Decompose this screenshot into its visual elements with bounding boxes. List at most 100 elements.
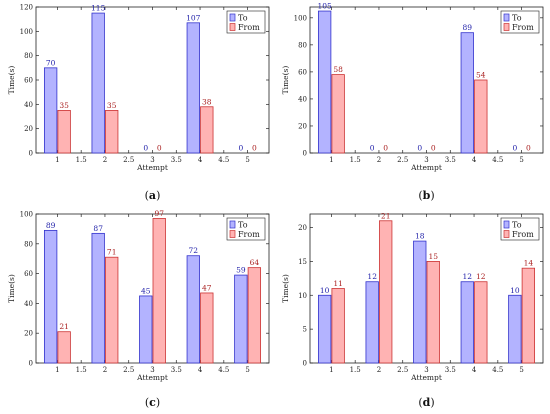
- data-label-to-1: 10: [320, 286, 330, 295]
- data-label-from-3: 0: [431, 144, 436, 153]
- x-tick-label: 2.5: [123, 156, 134, 164]
- data-label-to-2: 12: [367, 272, 377, 281]
- bar-to-5: [234, 274, 248, 364]
- bar-from-3: [152, 218, 166, 364]
- bar-to-4: [460, 281, 474, 364]
- x-tick-label: 3: [150, 156, 154, 164]
- x-tick-label: 2: [377, 156, 381, 164]
- y-axis-label: Time(s): [7, 66, 16, 95]
- data-label-from-5: 0: [526, 144, 531, 153]
- y-tick-label: 10: [298, 292, 307, 300]
- legend-swatch-from: [229, 230, 236, 238]
- bar-from-2: [379, 220, 393, 364]
- x-tick-label: 3.5: [445, 366, 456, 374]
- x-tick-label: 4: [472, 366, 477, 374]
- x-tick-label: 1.5: [76, 366, 87, 374]
- data-label-to-2: 0: [370, 144, 375, 153]
- panel-caption: (c): [145, 396, 160, 409]
- data-label-to-3: 18: [415, 232, 425, 241]
- data-label-to-5: 59: [236, 266, 246, 275]
- x-tick-label: 5: [519, 156, 523, 164]
- bar-to-1: [317, 10, 332, 154]
- y-tick-label: 0: [303, 360, 307, 368]
- panel-caption: (b): [418, 189, 434, 202]
- data-label-to-2: 115: [91, 4, 106, 13]
- y-tick-label: 60: [24, 270, 33, 278]
- data-label-from-2: 0: [383, 144, 388, 153]
- legend-swatch-from: [503, 230, 510, 238]
- x-tick-label: 4.5: [492, 366, 503, 374]
- panel-caption: (d): [418, 396, 434, 409]
- x-tick-label: 4: [472, 156, 477, 164]
- data-label-to-4: 12: [463, 272, 473, 281]
- bar-to-1: [43, 67, 58, 154]
- data-label-from-5: 14: [524, 259, 534, 268]
- x-tick-label: 2.5: [123, 366, 134, 374]
- legend-label-from: From: [238, 23, 260, 32]
- y-tick-label: 80: [24, 240, 33, 248]
- data-label-to-4: 107: [186, 13, 201, 22]
- data-label-to-4: 89: [463, 23, 473, 32]
- y-tick-label: 40: [24, 101, 33, 109]
- bar-to-1: [43, 229, 58, 364]
- bar-from-4: [200, 106, 214, 154]
- data-label-from-1: 35: [59, 101, 69, 110]
- data-label-to-5: 10: [510, 286, 520, 295]
- legend-box: [500, 10, 540, 34]
- data-label-from-1: 58: [333, 65, 343, 74]
- legend-label-from: From: [512, 230, 534, 239]
- legend-swatch-to: [229, 13, 236, 22]
- bar-to-4: [186, 22, 200, 154]
- x-tick-label: 1.5: [350, 366, 361, 374]
- legend-swatch-to: [503, 220, 510, 229]
- x-tick-label: 2.5: [397, 366, 408, 374]
- y-tick-label: 0: [303, 150, 307, 158]
- x-tick-label: 4.5: [218, 156, 229, 164]
- legend-swatch-to: [229, 220, 236, 229]
- x-tick-label: 4.5: [218, 366, 229, 374]
- data-label-from-4: 12: [476, 272, 486, 281]
- x-tick-label: 2: [103, 366, 107, 374]
- x-tick-label: 2: [103, 156, 107, 164]
- y-axis-label: Time(s): [7, 274, 16, 303]
- x-tick-label: 2: [377, 366, 381, 374]
- chart-panel-b: 0 20 40 60 80 100 1 1.5 2 2.5 3 3.5 4 4.5 5 Attempt Time…: [281, 2, 544, 202]
- legend-label-to: To: [238, 14, 248, 23]
- y-tick-label: 20: [24, 125, 33, 133]
- legend-box: [226, 10, 266, 34]
- y-tick-label: 120: [20, 4, 33, 12]
- x-tick-label: 3: [150, 366, 154, 374]
- data-label-to-2: 87: [93, 224, 103, 233]
- data-label-from-4: 38: [202, 97, 212, 106]
- data-label-to-1: 105: [317, 2, 332, 11]
- data-label-to-3: 0: [143, 144, 148, 153]
- legend-label-to: To: [512, 221, 522, 230]
- data-label-from-2: 35: [107, 101, 117, 110]
- data-label-to-1: 70: [46, 58, 56, 67]
- bar-from-4: [474, 79, 488, 154]
- legend-label-to: To: [238, 221, 248, 230]
- y-tick-label: 0: [29, 360, 33, 368]
- x-tick-label: 3: [424, 366, 428, 374]
- x-tick-label: 4: [198, 156, 203, 164]
- x-tick-label: 1: [329, 156, 333, 164]
- data-label-from-3: 0: [157, 144, 162, 153]
- y-axis-label: Time(s): [281, 274, 290, 303]
- y-tick-label: 20: [24, 330, 33, 338]
- y-tick-label: 15: [298, 258, 307, 266]
- bar-from-2: [105, 110, 119, 154]
- x-tick-label: 3.5: [171, 156, 182, 164]
- bar-to-3: [413, 240, 427, 364]
- bar-from-5: [247, 267, 262, 364]
- x-tick-label: 1.5: [76, 156, 87, 164]
- legend-swatch-to: [503, 13, 510, 22]
- y-tick-label: 5: [303, 326, 307, 334]
- y-tick-label: 80: [24, 52, 33, 60]
- chart-panel-a: 0 20 40 60 80 100 120 1 1.5 2 2.5 3 3.5 4 4.5 5 Attempt T…: [7, 4, 270, 202]
- x-tick-label: 4: [198, 366, 203, 374]
- legend-label-to: To: [512, 14, 522, 23]
- bar-from-4: [200, 292, 214, 364]
- data-label-from-2: 21: [381, 211, 391, 220]
- data-label-from-5: 0: [252, 144, 257, 153]
- x-tick-label: 2.5: [397, 156, 408, 164]
